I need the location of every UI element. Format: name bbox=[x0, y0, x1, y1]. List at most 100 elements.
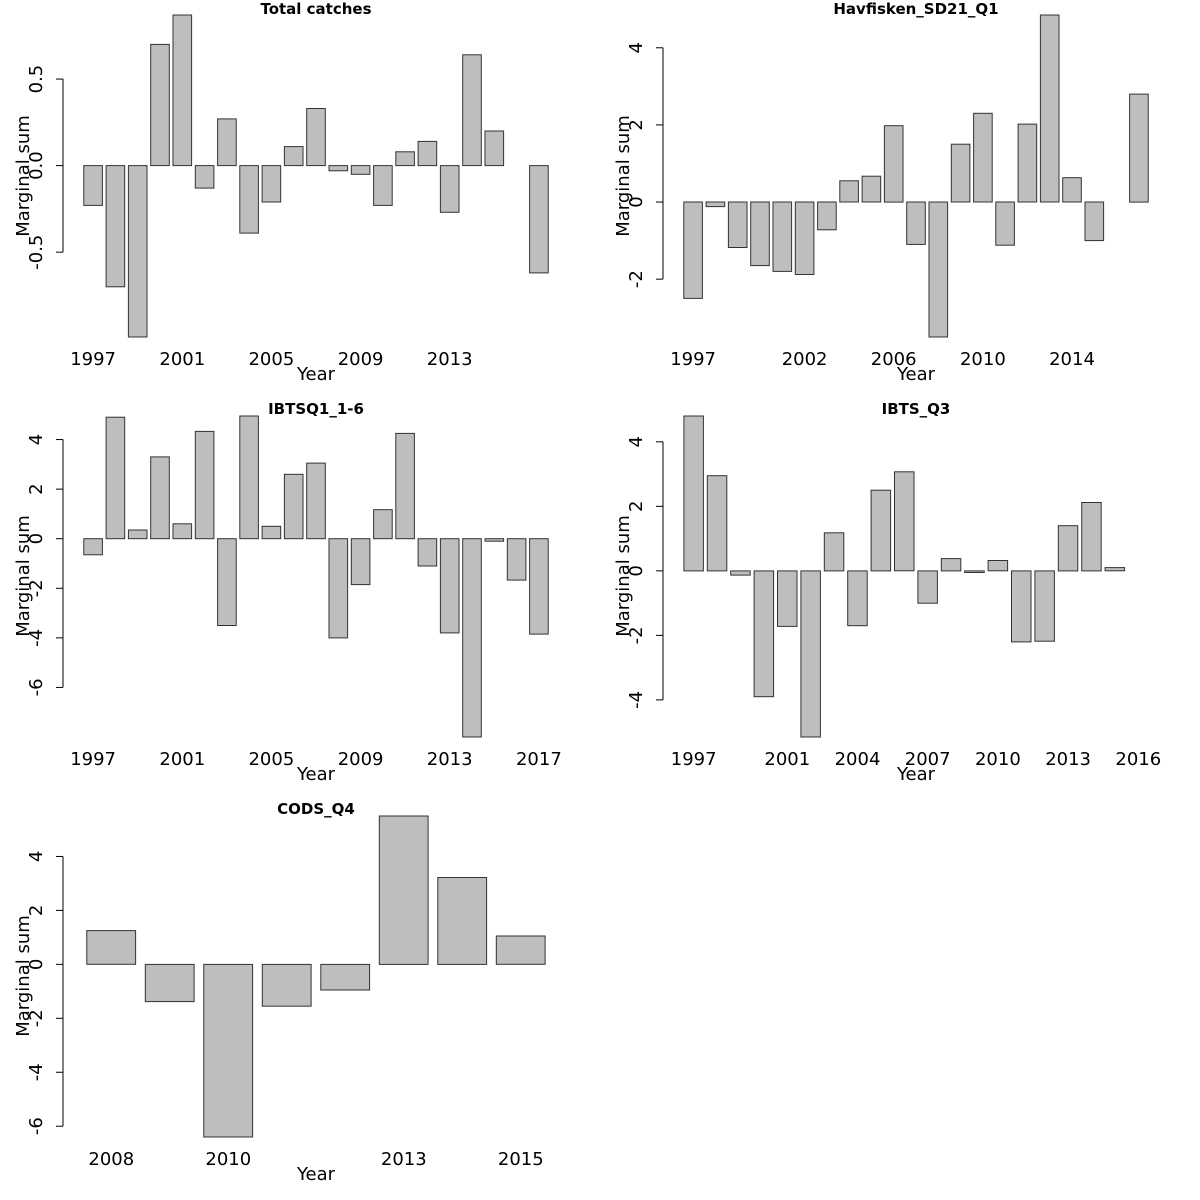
x-tick-label: 2004 bbox=[835, 749, 881, 770]
bars bbox=[683, 14, 1149, 338]
bar-2000 bbox=[750, 201, 770, 267]
x-tick-label: 2005 bbox=[248, 749, 294, 770]
x-tick-label: 2008 bbox=[88, 1149, 134, 1170]
y-tick-label: -2 bbox=[626, 626, 647, 644]
x-tick-label: 2006 bbox=[871, 349, 917, 370]
x-axis-label: Year bbox=[896, 764, 936, 785]
bar-1998 bbox=[706, 475, 728, 572]
bar-2001 bbox=[172, 523, 193, 540]
y-axis: -6 -4 -2 0 2 4 bbox=[26, 851, 64, 1135]
bar-2011 bbox=[261, 963, 312, 1007]
bar-2003 bbox=[823, 532, 845, 572]
x-axis-label: Year bbox=[896, 364, 936, 385]
bar-2003 bbox=[217, 118, 237, 167]
bar-1998 bbox=[105, 165, 126, 288]
y-tick-label: 4 bbox=[626, 436, 647, 447]
bar-1999 bbox=[127, 529, 148, 540]
x-tick-label: 2013 bbox=[427, 349, 473, 370]
bar-2012 bbox=[1034, 570, 1055, 642]
bar-2007 bbox=[306, 108, 326, 167]
x-tick-label: 1997 bbox=[70, 349, 116, 370]
panel-ibtsq1-1-6: IBTSQ1_1-6 -6 -4 -2 0 2 4 1997 2001 2005 2009 201… bbox=[13, 400, 562, 785]
x-tick-label: 2009 bbox=[338, 349, 384, 370]
bar-2010 bbox=[373, 509, 393, 540]
bar-2000 bbox=[150, 456, 170, 540]
bar-2011 bbox=[395, 151, 415, 167]
bar-2000 bbox=[753, 570, 775, 698]
bar-2017 bbox=[1129, 93, 1149, 203]
bar-2010 bbox=[373, 165, 393, 206]
bar-2015 bbox=[1104, 567, 1126, 572]
x-tick-label: 2001 bbox=[764, 749, 810, 770]
bar-2005 bbox=[261, 525, 282, 540]
x-tick-labels: 1997 2001 2005 2009 2013 bbox=[70, 349, 472, 370]
bar-2011 bbox=[1011, 570, 1032, 643]
panel-title: Total catches bbox=[260, 0, 371, 18]
bar-2010 bbox=[203, 963, 254, 1138]
x-tick-label: 2007 bbox=[905, 749, 951, 770]
bar-2014 bbox=[437, 877, 488, 965]
x-tick-labels: 1997 2001 2005 2009 2013 2017 bbox=[70, 749, 562, 770]
bar-1998 bbox=[105, 416, 126, 540]
x-tick-label: 2010 bbox=[205, 1149, 251, 1170]
y-axis: -6 -4 -2 0 2 4 bbox=[26, 434, 64, 696]
bar-2010 bbox=[987, 560, 1009, 572]
x-tick-labels: 2008 2010 2013 2015 bbox=[88, 1149, 543, 1170]
bar-2007 bbox=[306, 462, 326, 540]
y-tick-label: 2 bbox=[26, 483, 47, 494]
bar-2005 bbox=[870, 489, 892, 572]
bar-2012 bbox=[417, 140, 438, 167]
bar-2011 bbox=[395, 432, 415, 540]
x-axis-label: Year bbox=[296, 764, 336, 785]
panel-total-catches: Total catches -0.5 0.0 0.5 1997 2001 2005 200… bbox=[13, 0, 549, 385]
bar-2009 bbox=[144, 963, 195, 1003]
bar-1999 bbox=[730, 570, 751, 576]
x-tick-label: 2010 bbox=[960, 349, 1006, 370]
panel-ibts-q3: IBTS_Q3 -4 -2 0 2 4 1997 2001 2004 2007 2010 2013… bbox=[613, 400, 1161, 785]
bar-2013 bbox=[439, 538, 460, 634]
y-axis-label: Marginal sum bbox=[13, 915, 34, 1037]
bar-2008 bbox=[928, 201, 949, 338]
y-tick-label: -6 bbox=[26, 1117, 47, 1135]
bar-2017 bbox=[529, 538, 549, 635]
bar-2012 bbox=[1017, 123, 1038, 203]
y-tick-label: 4 bbox=[26, 851, 47, 862]
bars bbox=[83, 415, 549, 738]
bar-2002 bbox=[800, 570, 821, 738]
bar-2014 bbox=[462, 54, 482, 167]
bars bbox=[86, 815, 546, 1138]
bar-2006 bbox=[883, 125, 904, 203]
bar-2004 bbox=[239, 415, 259, 540]
bar-1997 bbox=[83, 165, 103, 206]
bar-2002 bbox=[194, 165, 215, 189]
y-tick-label: 4 bbox=[26, 434, 47, 445]
bar-2009 bbox=[964, 570, 985, 574]
bar-2017 bbox=[529, 165, 549, 274]
y-axis-label: Marginal sum bbox=[613, 515, 634, 637]
x-tick-label: 2015 bbox=[498, 1149, 544, 1170]
bar-2000 bbox=[150, 43, 170, 167]
x-tick-label: 2016 bbox=[1115, 749, 1161, 770]
y-tick-label: -4 bbox=[626, 691, 647, 709]
y-tick-label: -2 bbox=[626, 270, 647, 288]
y-tick-label: 0.5 bbox=[26, 65, 47, 94]
x-tick-label: 2013 bbox=[381, 1149, 427, 1170]
bar-2006 bbox=[894, 471, 915, 572]
bar-2014 bbox=[1081, 502, 1102, 572]
y-tick-label: -4 bbox=[26, 1063, 47, 1081]
bar-2010 bbox=[973, 112, 993, 203]
bar-2007 bbox=[917, 570, 938, 604]
bar-2015 bbox=[484, 538, 505, 542]
bar-2002 bbox=[194, 430, 215, 540]
bar-2003 bbox=[217, 538, 237, 627]
y-tick-label: 0 bbox=[26, 959, 47, 970]
bar-2001 bbox=[777, 570, 798, 627]
bars bbox=[683, 415, 1126, 738]
x-tick-label: 2002 bbox=[782, 349, 828, 370]
x-tick-label: 2013 bbox=[1045, 749, 1091, 770]
bar-2004 bbox=[839, 180, 859, 203]
bar-2007 bbox=[906, 201, 926, 245]
y-axis-label: Marginal sum bbox=[613, 115, 634, 237]
y-axis-label: Marginal sum bbox=[13, 515, 34, 637]
bar-1999 bbox=[727, 201, 748, 248]
